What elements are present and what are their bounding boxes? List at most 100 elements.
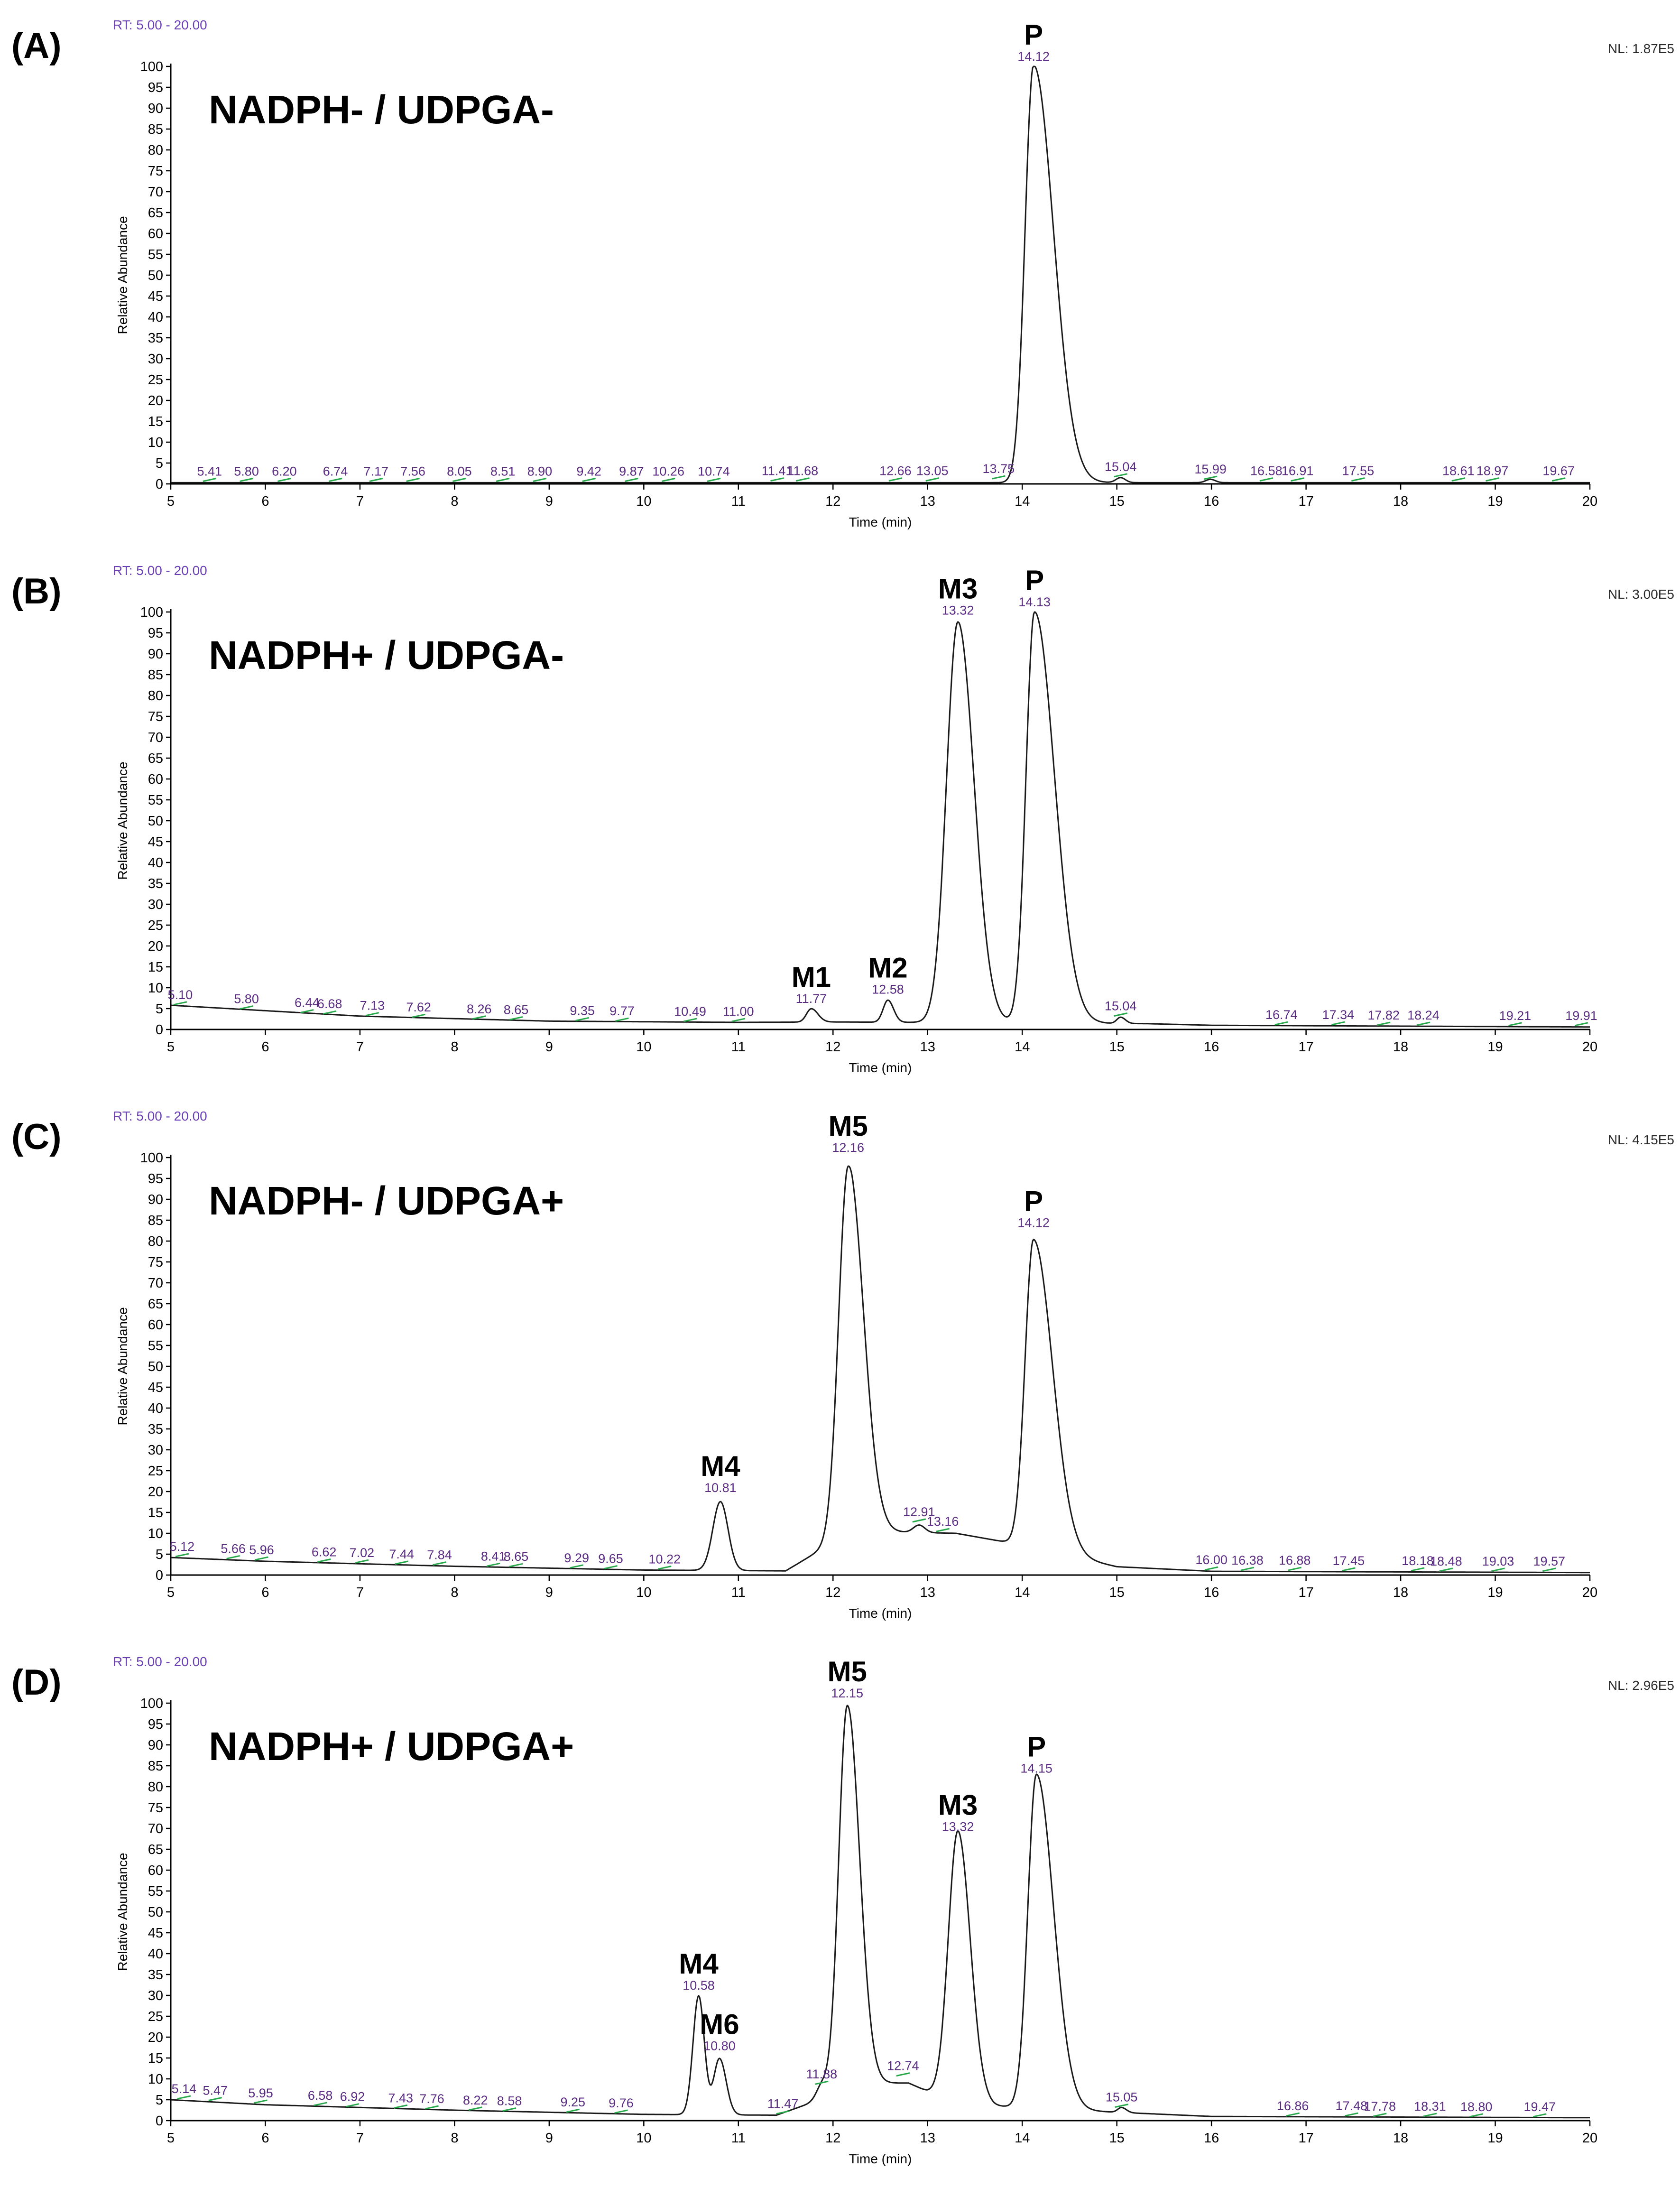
y-tick-label: 40 [148, 1947, 163, 1962]
y-tick-label: 40 [148, 855, 163, 871]
peak-marker [533, 478, 547, 482]
retention-time-annotation: 7.17 [364, 464, 389, 478]
y-axis-title: Relative Abundance [115, 216, 130, 334]
peak-marker [1114, 1012, 1127, 1017]
peak-marker [240, 478, 253, 482]
peak-marker [1416, 1021, 1431, 1026]
y-tick-label: 70 [148, 730, 163, 745]
peak-marker [1551, 477, 1566, 482]
x-tick-label: 16 [1204, 494, 1219, 509]
peak-marker [240, 1005, 253, 1010]
x-tick-label: 14 [1015, 2131, 1030, 2146]
x-tick-label: 14 [1015, 1039, 1030, 1055]
y-tick-label: 75 [148, 1255, 163, 1270]
retention-time-annotation: 15.05 [1106, 2090, 1138, 2104]
peak-marker [1376, 1021, 1391, 1026]
retention-time-annotation: 6.74 [323, 464, 348, 478]
retention-time-annotation: 8.90 [527, 464, 553, 478]
peak-marker [925, 477, 940, 482]
x-tick-label: 18 [1393, 2131, 1408, 2146]
peak-marker [888, 477, 903, 482]
y-tick-label: 70 [148, 1821, 163, 1836]
peak-marker [776, 2110, 790, 2115]
peak-marker [731, 1018, 746, 1022]
peak-marker [1345, 2112, 1358, 2117]
x-tick-label: 19 [1487, 1039, 1503, 1055]
peak-marker [1291, 477, 1304, 482]
rt-range-label: RT: 5.00 - 20.00 [113, 1654, 207, 1669]
y-tick-label: 95 [148, 1717, 163, 1732]
peak-retention-time: 13.32 [942, 1820, 974, 1834]
retention-time-annotation: 13.16 [927, 1514, 959, 1529]
retention-time-annotation: 11.68 [787, 464, 819, 478]
x-tick-label: 19 [1487, 494, 1503, 509]
retention-time-annotation: 5.80 [234, 464, 259, 478]
retention-time-annotation: 9.87 [619, 464, 644, 478]
peak-marker [173, 1001, 187, 1006]
y-tick-label: 30 [148, 352, 163, 367]
retention-time-annotation: 13.05 [916, 464, 949, 478]
x-tick-label: 12 [825, 1585, 840, 1600]
y-tick-label: 25 [148, 2009, 163, 2024]
retention-time-annotation: 5.10 [168, 988, 193, 1002]
peak-name-label: M6 [700, 2009, 739, 2040]
normalization-level: NL: 2.96E5 [1608, 1678, 1674, 1693]
retention-time-annotation: 7.84 [427, 1548, 452, 1562]
retention-time-annotation: 5.14 [172, 2082, 197, 2096]
chromatogram-trace [171, 65, 1590, 483]
retention-time-annotation: 17.34 [1322, 1008, 1355, 1022]
retention-time-annotation: 7.44 [389, 1547, 414, 1561]
peak-marker [1331, 1021, 1345, 1026]
y-tick-label: 55 [148, 1338, 163, 1353]
normalization-level: NL: 1.87E5 [1608, 41, 1674, 56]
peak-marker [1373, 2113, 1387, 2117]
y-tick-label: 20 [148, 393, 163, 408]
x-tick-label: 17 [1298, 494, 1313, 509]
x-tick-label: 9 [545, 494, 553, 509]
peak-marker [1423, 2113, 1437, 2117]
retention-time-annotation: 8.65 [504, 1549, 529, 1564]
peak-marker [425, 2105, 439, 2110]
peak-marker [625, 478, 638, 482]
retention-time-annotation: 18.80 [1460, 2100, 1493, 2114]
peak-marker [1351, 477, 1365, 482]
y-tick-label: 100 [140, 1150, 163, 1166]
peak-marker [1439, 1567, 1453, 1572]
x-tick-label: 7 [356, 2131, 364, 2146]
peak-marker [1532, 2113, 1547, 2118]
retention-time-annotation: 5.12 [170, 1539, 195, 1554]
y-tick-label: 30 [148, 1443, 163, 1458]
retention-time-annotation: 17.48 [1336, 2099, 1368, 2113]
peak-marker [1286, 2112, 1300, 2117]
chromatogram-trace [170, 1705, 1590, 2119]
x-tick-label: 8 [451, 1039, 458, 1055]
peak-marker [992, 475, 1006, 480]
peak-marker [1469, 2113, 1483, 2118]
retention-time-annotation: 7.76 [419, 2092, 444, 2106]
retention-time-annotation: 18.48 [1430, 1554, 1462, 1568]
retention-time-annotation: 7.62 [406, 1000, 431, 1014]
panel-letter: (B) [11, 571, 62, 612]
y-tick-label: 65 [148, 1842, 163, 1857]
chromatogram-trace [170, 1165, 1590, 1574]
y-tick-label: 35 [148, 876, 163, 891]
x-tick-label: 13 [920, 494, 935, 509]
y-tick-label: 40 [148, 1401, 163, 1416]
y-tick-label: 75 [148, 709, 163, 724]
x-tick-label: 14 [1015, 1585, 1030, 1600]
x-tick-label: 5 [167, 1039, 175, 1055]
retention-time-annotation: 11.41 [762, 464, 793, 478]
peak-marker [1114, 473, 1127, 478]
x-tick-label: 7 [356, 494, 364, 509]
normalization-level: NL: 4.15E5 [1608, 1132, 1674, 1147]
x-tick-label: 14 [1015, 494, 1030, 509]
x-tick-label: 10 [636, 2131, 651, 2146]
peak-marker [395, 1560, 409, 1565]
peak-marker [177, 2095, 191, 2100]
peak-marker [1288, 1567, 1302, 1571]
y-tick-label: 50 [148, 1905, 163, 1920]
y-tick-label: 95 [148, 1171, 163, 1187]
retention-time-annotation: 12.66 [879, 464, 912, 478]
retention-time-annotation: 17.82 [1367, 1008, 1400, 1022]
y-tick-label: 90 [148, 647, 163, 662]
